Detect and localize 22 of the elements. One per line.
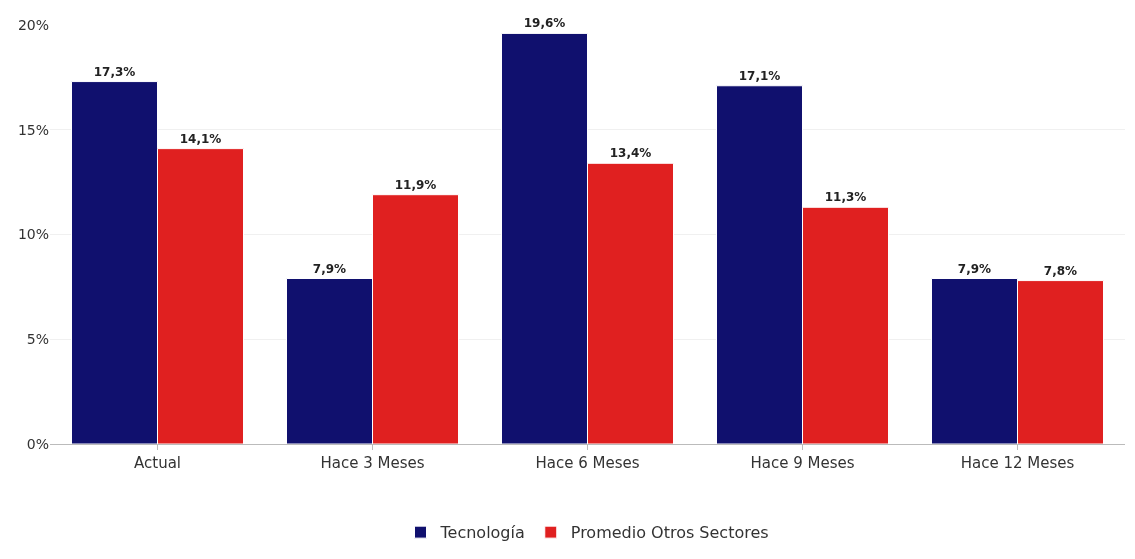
legend-label: Tecnología [439, 523, 525, 543]
data-label: 11,3% [824, 190, 867, 205]
data-label: 11,9% [394, 177, 437, 192]
data-label: 13,4% [609, 146, 652, 161]
data-label: 7,9% [312, 261, 347, 276]
data-label: 17,3% [93, 64, 136, 79]
x-tick-label: Hace 3 Meses [320, 454, 425, 472]
y-tick-label: 5% [26, 331, 49, 348]
y-tick-label: 0% [26, 435, 49, 452]
x-tick-label: Hace 6 Meses [535, 454, 640, 472]
data-label: 7,9% [957, 261, 992, 276]
data-label: 17,1% [738, 68, 781, 83]
data-label: 19,6% [523, 16, 566, 31]
x-tick-label: Actual [134, 454, 181, 472]
y-tick-label: 10% [17, 226, 49, 243]
x-tick-label: Hace 12 Meses [960, 454, 1075, 472]
data-label: 14,1% [179, 131, 222, 146]
x-tick-label: Hace 9 Meses [750, 454, 855, 472]
y-tick-label: 20% [17, 16, 49, 33]
legend-label: Promedio Otros Sectores [570, 523, 769, 543]
data-label: 7,8% [1043, 263, 1078, 278]
y-tick-label: 15% [17, 121, 49, 138]
